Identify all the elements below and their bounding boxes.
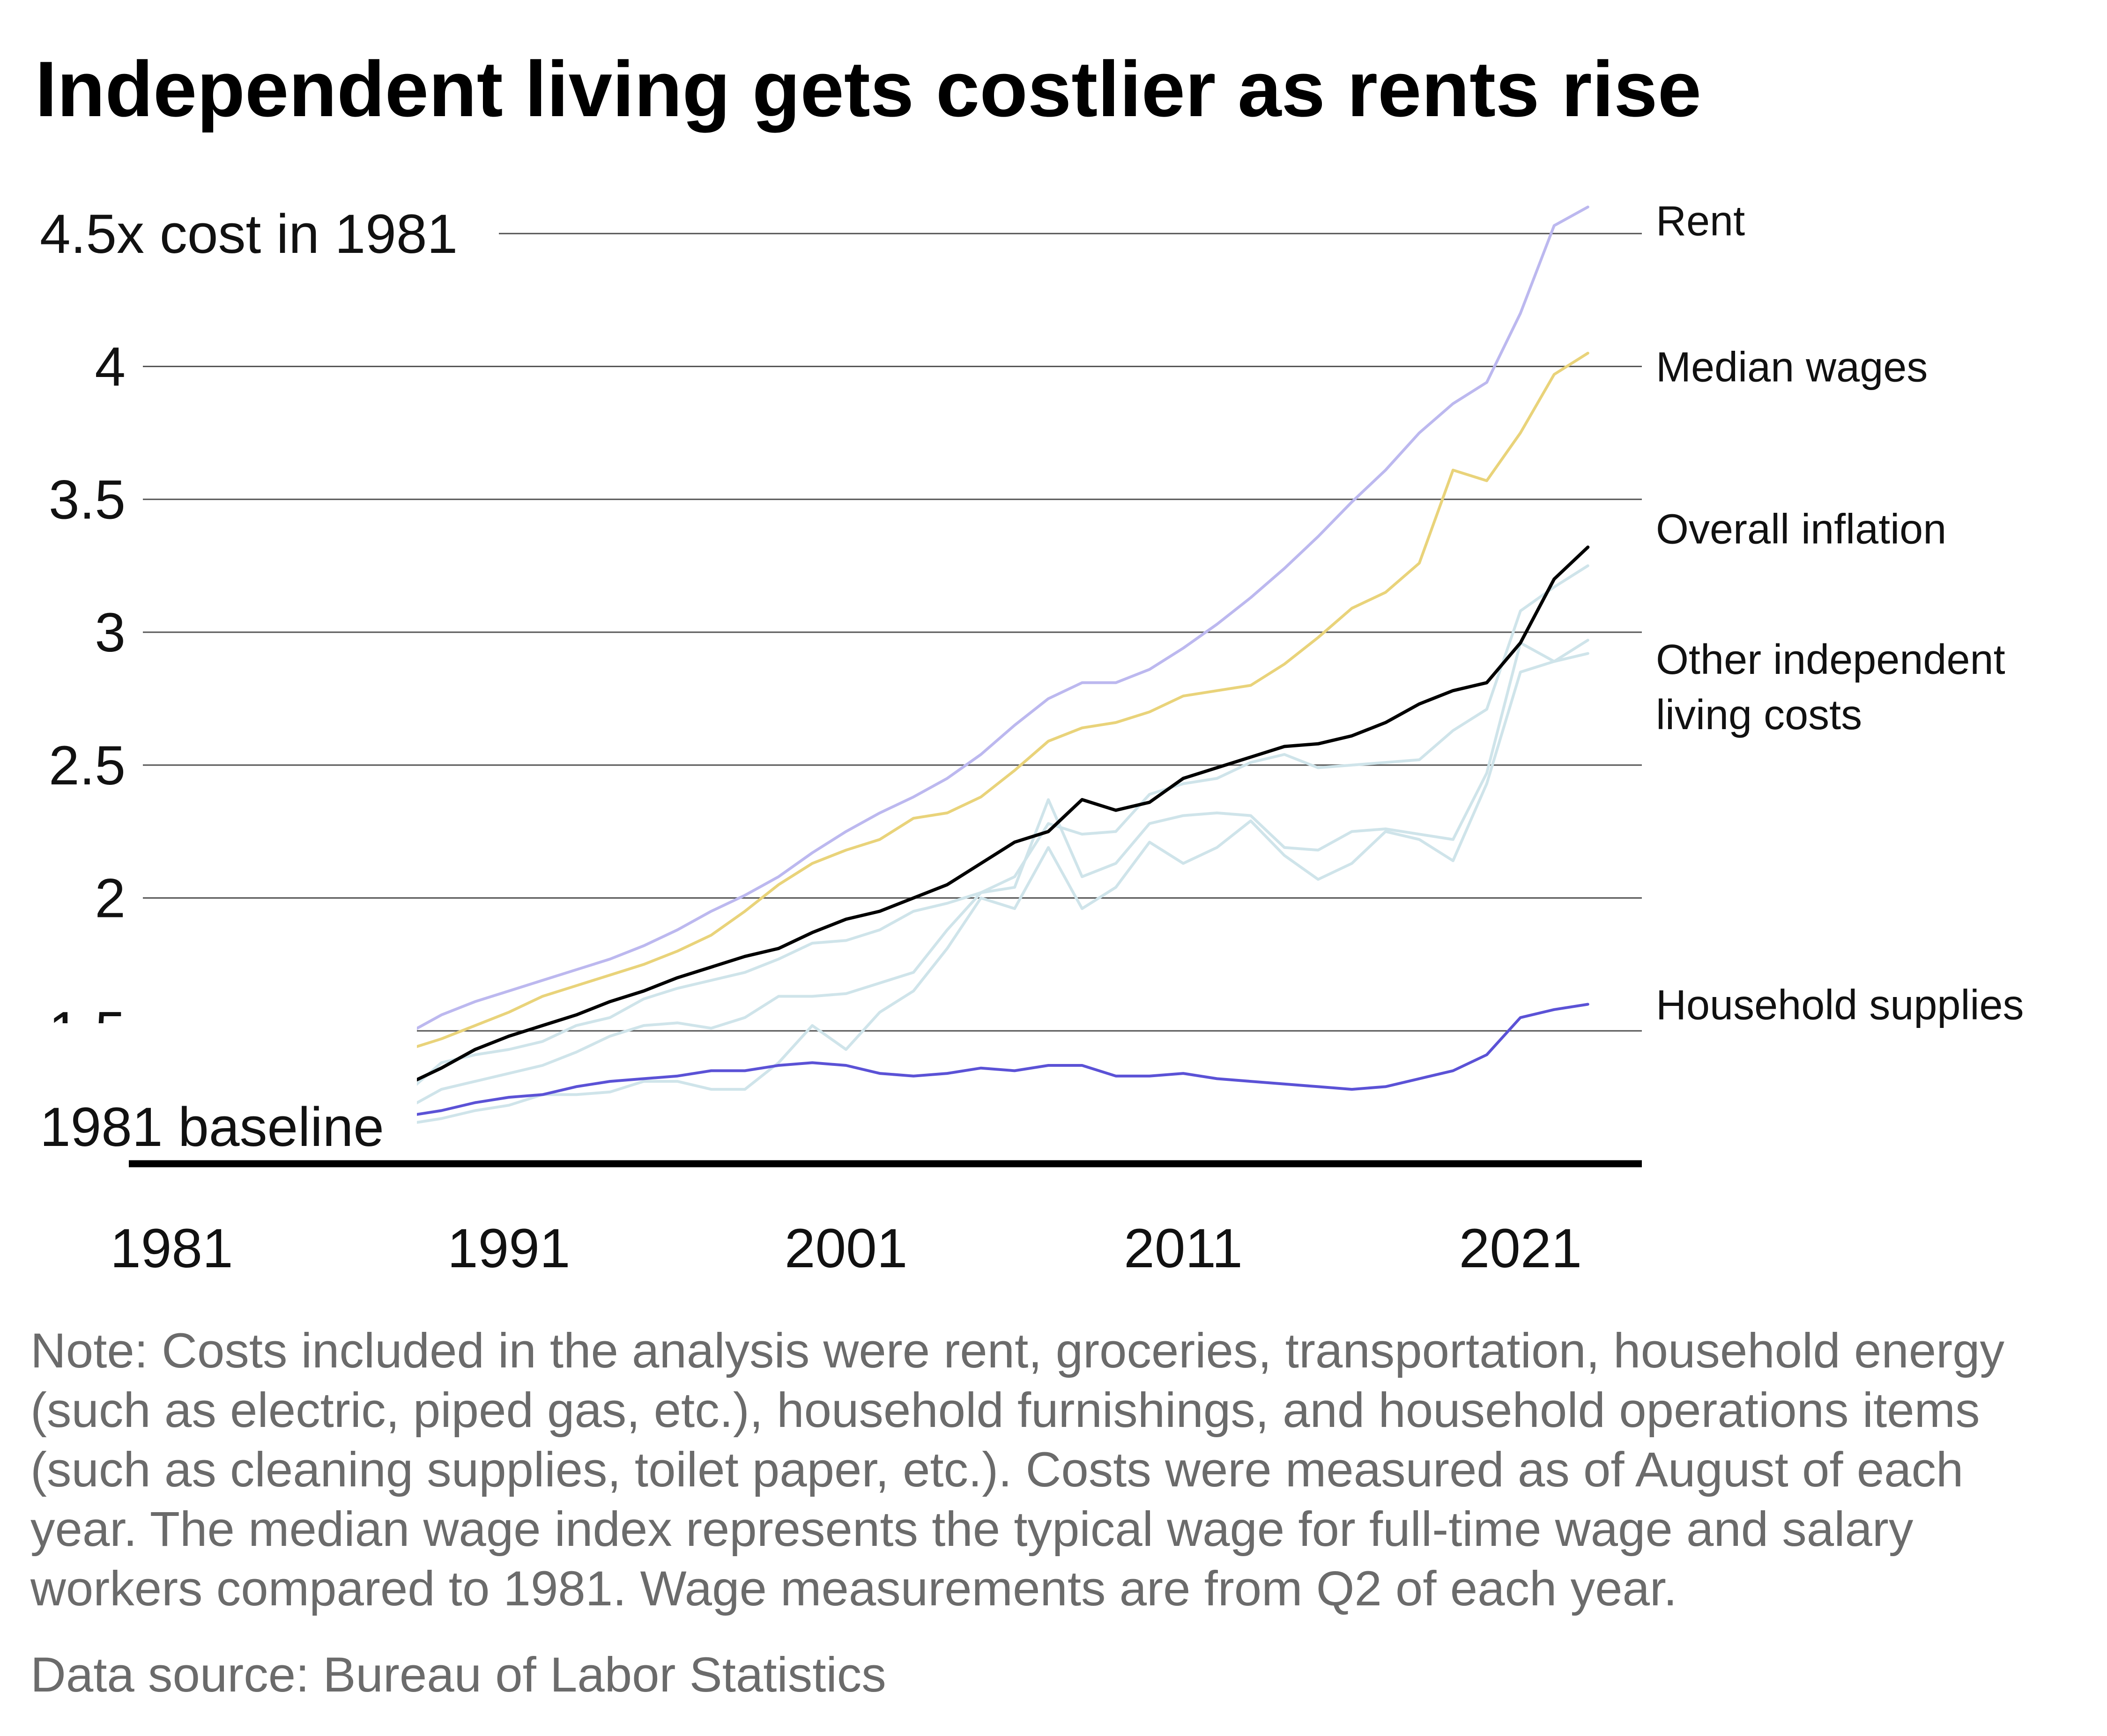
baseline-label-backdrop [28,1023,417,1164]
series-label: Other independent [1656,636,2005,683]
x-tick-label: 2001 [785,1218,908,1279]
series-label: living costs [1656,692,1862,739]
note-line: year. The median wage index represents t… [30,1502,1914,1557]
series-labels: Rent Median wages Overall inflation Other i… [1656,198,2024,1028]
x-tick-label: 1991 [447,1218,571,1279]
series-label: Median wages [1656,344,1928,391]
note-line: (such as electric, piped gas, etc.), hou… [30,1383,1980,1438]
data-source: Data source: Bureau of Labor Statistics [30,1647,886,1702]
baseline: 1981 baseline [28,1023,1642,1167]
chart-title: Independent living gets costlier as rent… [35,45,1701,133]
series-label: Rent [1656,198,1745,244]
y-tick-label: 3 [95,602,126,664]
x-tick-label: 2011 [1124,1218,1243,1279]
chart-note: Note: Costs included in the analysis wer… [30,1323,2004,1616]
y-tick-label: 2.5 [49,735,126,797]
series-label: Overall inflation [1656,506,1946,553]
y-tick-label: 3.5 [49,469,126,531]
x-axis-tick-labels: 1981 1991 2001 2011 2021 [110,1218,1582,1279]
x-tick-label: 2021 [1459,1218,1582,1279]
series-label: Household supplies [1656,982,2024,1029]
y-tick-label: 4.5x cost in 1981 [40,203,458,265]
y-tick-label: 2 [95,868,126,930]
note-line: workers compared to 1981. Wage measureme… [30,1561,1677,1616]
y-gridlines [143,233,1642,1032]
baseline-label: 1981 baseline [40,1096,384,1158]
note-line: (such as cleaning supplies, toilet paper… [30,1442,1963,1497]
x-tick-label: 1981 [110,1218,233,1279]
note-line: Note: Costs included in the analysis wer… [30,1323,2004,1378]
y-tick-label: 4 [95,336,126,398]
